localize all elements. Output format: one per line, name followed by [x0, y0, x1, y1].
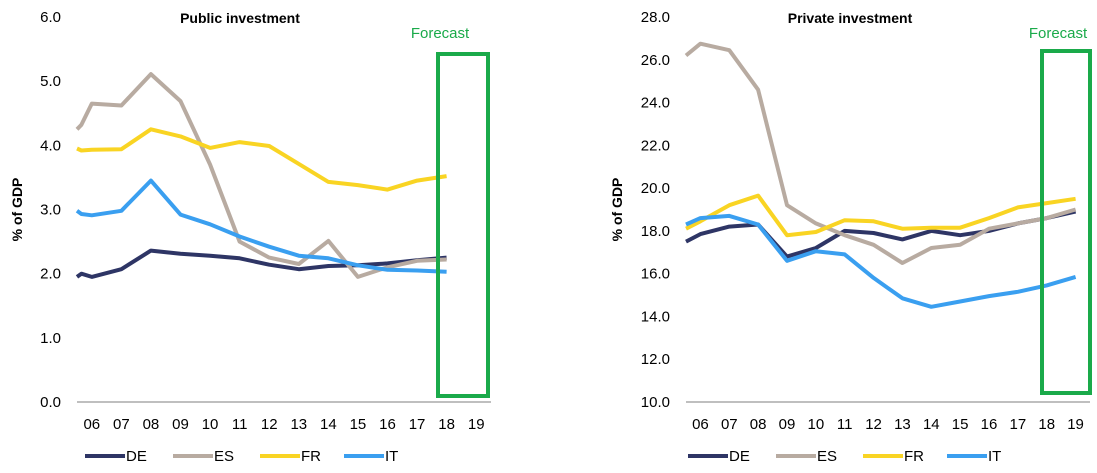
legend-private: DE ES FR IT: [688, 448, 1001, 465]
x-tick-label: 14: [923, 416, 940, 433]
x-tick-label: 12: [261, 416, 278, 433]
forecast-label: Forecast: [411, 25, 470, 42]
x-tick-label: 13: [894, 416, 911, 433]
forecast-box: [436, 52, 490, 398]
x-tick-label: 17: [1010, 416, 1027, 433]
y-tick-label: 10.0: [641, 394, 670, 411]
x-tick-label: 16: [379, 416, 396, 433]
x-tick-label: 18: [438, 416, 455, 433]
y-tick-label: 0.0: [40, 394, 61, 411]
chart-title: Public investment: [180, 10, 300, 26]
x-tick-label: 07: [721, 416, 738, 433]
public-investment-chart: 0.0 1.0 2.0 3.0 4.0 5.0 6.0 06 07 08 09 10 11 12 13 14 1…: [9, 9, 491, 433]
y-axis-label: % of GDP: [609, 178, 625, 242]
x-tick-label: 09: [172, 416, 189, 433]
y-tick-label: 3.0: [40, 202, 61, 219]
x-tick-label: 07: [113, 416, 130, 433]
x-tick-label: 19: [468, 416, 485, 433]
y-tick-label: 14.0: [641, 308, 670, 325]
series-line-es: [684, 41, 1077, 265]
y-tick-label: 20.0: [641, 180, 670, 197]
y-tick-label: 5.0: [40, 73, 61, 90]
y-tick-label: 16.0: [641, 266, 670, 283]
series-line-de: [75, 248, 447, 279]
legend-public: DE ES FR IT: [85, 448, 398, 465]
legend-label-it: IT: [988, 448, 1001, 465]
y-axis-label: % of GDP: [9, 178, 25, 242]
legend-label-fr: FR: [301, 448, 321, 465]
forecast-box: [1040, 49, 1092, 395]
x-tick-label: 14: [320, 416, 337, 433]
legend-label-es: ES: [817, 448, 837, 465]
legend-label-es: ES: [214, 448, 234, 465]
legend-label-fr: FR: [904, 448, 924, 465]
y-tick-label: 18.0: [641, 223, 670, 240]
series-line-es: [75, 72, 447, 279]
x-tick-label: 13: [290, 416, 307, 433]
x-tick-label: 15: [952, 416, 969, 433]
x-tick-label: 11: [837, 416, 853, 433]
legend-label-de: DE: [126, 448, 147, 465]
legend-label-it: IT: [385, 448, 398, 465]
x-tick-label: 19: [1067, 416, 1084, 433]
y-tick-label: 26.0: [641, 52, 670, 69]
x-tick-label: 11: [232, 416, 248, 433]
x-tick-label: 16: [981, 416, 998, 433]
x-tick-label: 08: [143, 416, 160, 433]
chart-title: Private investment: [788, 10, 913, 26]
x-tick-label: 10: [202, 416, 219, 433]
series-line-it: [75, 178, 447, 274]
x-tick-label: 09: [779, 416, 796, 433]
y-tick-label: 12.0: [641, 351, 670, 368]
x-tick-label: 15: [350, 416, 367, 433]
series-line-fr: [76, 127, 447, 192]
x-tick-label: 18: [1038, 416, 1055, 433]
x-tick-label: 06: [83, 416, 100, 433]
y-tick-label: 4.0: [40, 137, 61, 154]
forecast-label: Forecast: [1029, 25, 1088, 42]
x-tick-label: 08: [750, 416, 767, 433]
y-tick-label: 6.0: [40, 9, 61, 26]
y-tick-label: 22.0: [641, 137, 670, 154]
legend-label-de: DE: [729, 448, 750, 465]
y-tick-label: 28.0: [641, 9, 670, 26]
series-line-fr: [685, 193, 1076, 238]
y-tick-label: 24.0: [641, 95, 670, 112]
x-tick-label: 06: [692, 416, 709, 433]
y-tick-label: 2.0: [40, 266, 61, 283]
private-investment-chart: 10.0 12.0 14.0 16.0 18.0 20.0 22.0 24.0 26.0 28.0…: [609, 9, 1092, 433]
x-tick-label: 10: [808, 416, 825, 433]
y-tick-label: 1.0: [40, 330, 61, 347]
x-tick-label: 12: [865, 416, 882, 433]
x-tick-label: 17: [409, 416, 426, 433]
series-line-it: [685, 213, 1077, 309]
